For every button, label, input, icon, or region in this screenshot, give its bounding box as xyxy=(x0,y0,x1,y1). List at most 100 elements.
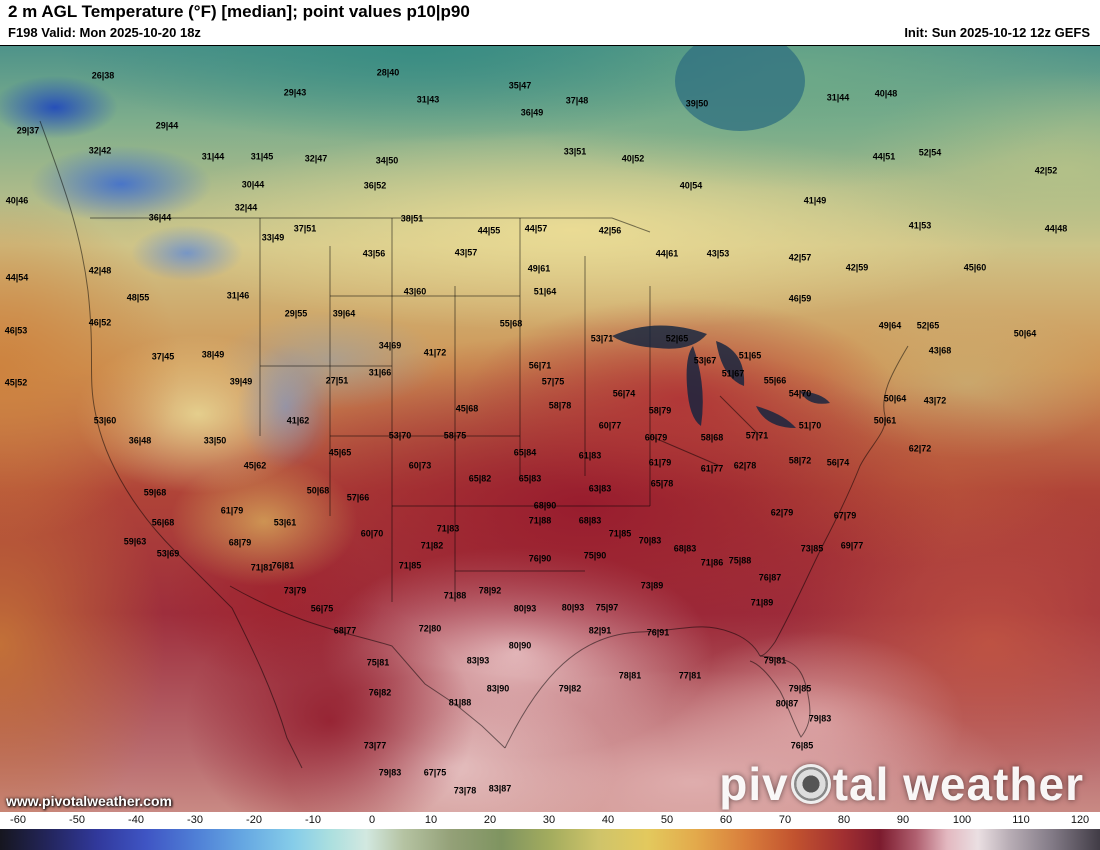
point-value: 44|54 xyxy=(5,272,29,283)
point-value: 62|78 xyxy=(733,460,757,471)
us-mexico-border xyxy=(229,585,506,749)
point-value: 40|54 xyxy=(679,180,703,191)
west-coast-line xyxy=(39,120,303,769)
colorbar-tick-label: 50 xyxy=(660,814,674,826)
brand-text-left: piv xyxy=(719,758,789,810)
lake-superior xyxy=(612,325,707,349)
point-value: 67|75 xyxy=(423,767,447,778)
point-value: 79|82 xyxy=(558,683,582,694)
point-value: 32|42 xyxy=(88,145,112,156)
point-value: 78|92 xyxy=(478,585,502,596)
point-value: 36|48 xyxy=(128,435,152,446)
point-value: 77|81 xyxy=(678,670,702,681)
point-value: 69|77 xyxy=(840,540,864,551)
point-value: 44|61 xyxy=(655,248,679,259)
point-value: 30|44 xyxy=(241,179,265,190)
point-value: 62|72 xyxy=(908,443,932,454)
point-value: 42|57 xyxy=(788,252,812,263)
point-value: 41|72 xyxy=(423,347,447,358)
point-value: 29|43 xyxy=(283,87,307,98)
us-canada-border xyxy=(90,217,651,233)
point-value: 31|46 xyxy=(226,290,250,301)
point-value: 31|44 xyxy=(201,151,225,162)
point-value: 39|50 xyxy=(685,98,709,109)
colorbar-tick-label: -10 xyxy=(305,814,321,826)
point-value: 38|49 xyxy=(201,349,225,360)
point-value: 58|68 xyxy=(700,432,724,443)
point-value: 75|97 xyxy=(595,602,619,613)
colorbar-tick-label: -50 xyxy=(69,814,85,826)
point-value: 70|83 xyxy=(638,535,662,546)
point-value: 65|78 xyxy=(650,478,674,489)
point-value: 46|52 xyxy=(88,317,112,328)
point-value: 72|80 xyxy=(418,623,442,634)
point-value: 29|37 xyxy=(16,125,40,136)
point-value: 68|79 xyxy=(228,537,252,548)
point-value: 76|81 xyxy=(271,560,295,571)
point-value: 73|85 xyxy=(800,543,824,554)
point-value: 44|57 xyxy=(524,223,548,234)
point-value: 37|48 xyxy=(565,95,589,106)
point-value: 27|51 xyxy=(325,375,349,386)
point-value: 33|51 xyxy=(563,146,587,157)
gulf-coast-line xyxy=(504,626,761,749)
point-value: 53|60 xyxy=(93,415,117,426)
point-value: 67|79 xyxy=(833,510,857,521)
point-value: 65|83 xyxy=(518,473,542,484)
point-value: 32|44 xyxy=(234,202,258,213)
colorbar-gradient xyxy=(0,829,1100,850)
point-value: 79|81 xyxy=(763,655,787,666)
point-value: 68|77 xyxy=(333,625,357,636)
colorbar-tick-label: 120 xyxy=(1070,814,1090,826)
point-value: 45|68 xyxy=(455,403,479,414)
point-value: 52|54 xyxy=(918,147,942,158)
florida-outline xyxy=(749,655,811,738)
point-value: 71|89 xyxy=(750,597,774,608)
point-value: 56|68 xyxy=(151,517,175,528)
point-value: 33|50 xyxy=(203,435,227,446)
point-value: 31|45 xyxy=(250,151,274,162)
point-value: 50|61 xyxy=(873,415,897,426)
point-value: 40|46 xyxy=(5,195,29,206)
point-value: 26|38 xyxy=(91,70,115,81)
point-value: 55|68 xyxy=(499,318,523,329)
point-value: 78|81 xyxy=(618,670,642,681)
point-value: 51|70 xyxy=(798,420,822,431)
point-value: 60|73 xyxy=(408,460,432,471)
colorbar-tick-label: 100 xyxy=(952,814,972,826)
colorbar-tick-label: 60 xyxy=(719,814,733,826)
point-value: 76|91 xyxy=(646,627,670,638)
point-value: 59|68 xyxy=(143,487,167,498)
point-value: 45|52 xyxy=(4,377,28,388)
point-value: 59|63 xyxy=(123,536,147,547)
point-value: 68|83 xyxy=(578,515,602,526)
watermark-url: www.pivotalweather.com xyxy=(6,793,172,809)
point-value: 79|83 xyxy=(808,713,832,724)
point-value: 31|66 xyxy=(368,367,392,378)
lake-huron xyxy=(716,341,745,386)
colorbar-tick-label: 70 xyxy=(778,814,792,826)
point-value: 80|93 xyxy=(561,602,585,613)
point-value: 58|75 xyxy=(443,430,467,441)
point-value: 43|53 xyxy=(706,248,730,259)
point-value: 71|86 xyxy=(700,557,724,568)
colorbar-tick-label: 90 xyxy=(896,814,910,826)
point-value: 29|44 xyxy=(155,120,179,131)
point-value: 65|84 xyxy=(513,447,537,458)
point-value: 43|56 xyxy=(362,248,386,259)
point-value: 40|48 xyxy=(874,88,898,99)
map-title: 2 m AGL Temperature (°F) [median]; point… xyxy=(8,2,470,21)
point-value: 80|87 xyxy=(775,698,799,709)
point-value: 75|90 xyxy=(583,550,607,561)
east-coast-line xyxy=(759,345,909,657)
point-value: 48|55 xyxy=(126,292,150,303)
point-value: 63|83 xyxy=(588,483,612,494)
point-value: 58|78 xyxy=(548,400,572,411)
point-value: 43|68 xyxy=(928,345,952,356)
point-value: 61|77 xyxy=(700,463,724,474)
point-value: 53|71 xyxy=(590,333,614,344)
point-value: 53|69 xyxy=(156,548,180,559)
point-value: 43|72 xyxy=(923,395,947,406)
point-value: 61|79 xyxy=(220,505,244,516)
point-value: 39|49 xyxy=(229,376,253,387)
